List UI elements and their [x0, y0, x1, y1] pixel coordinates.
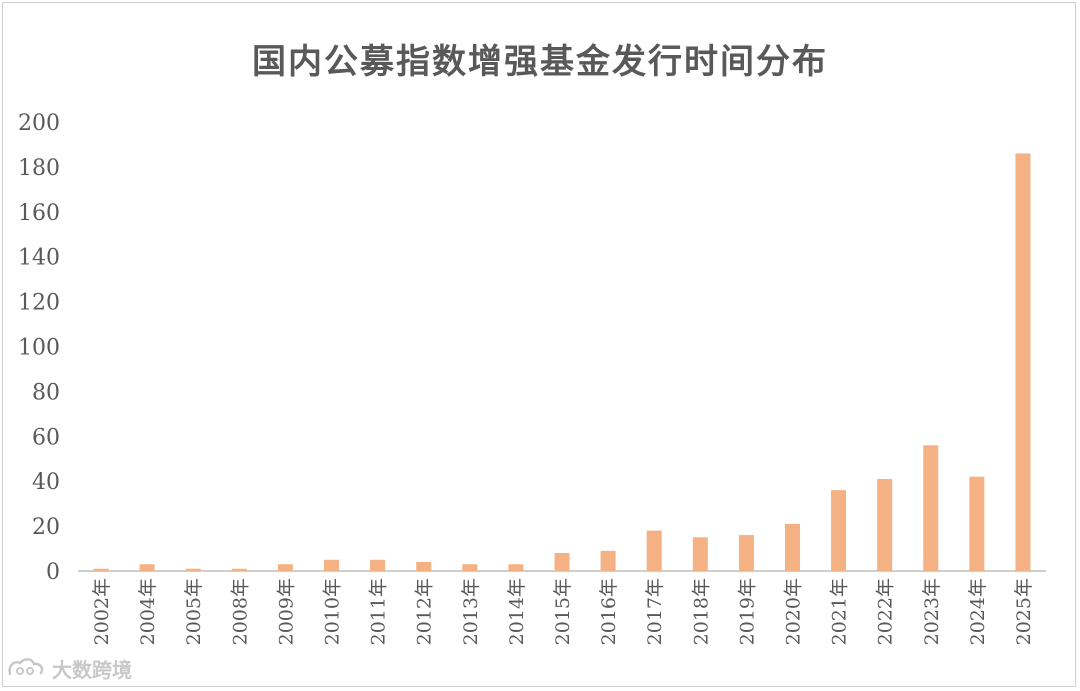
- bar: [923, 445, 939, 571]
- x-tick-label: 2016年: [598, 578, 620, 645]
- x-tick-label: 2008年: [229, 578, 251, 645]
- x-tick-label: 2019年: [736, 578, 758, 645]
- y-tick-label: 60: [32, 425, 60, 450]
- bar: [370, 559, 386, 571]
- x-tick-label: 2004年: [137, 578, 159, 645]
- y-tick-label: 200: [18, 111, 60, 136]
- watermark-text: 大数跨境: [52, 657, 132, 682]
- y-tick-label: 140: [18, 246, 60, 271]
- y-tick-label: 20: [32, 515, 60, 540]
- x-tick-label: 2010年: [322, 578, 344, 645]
- bar: [185, 568, 201, 571]
- bar: [554, 553, 570, 571]
- x-tick-label: 2002年: [91, 578, 113, 645]
- bar: [508, 564, 524, 571]
- x-tick-label: 2024年: [967, 578, 989, 645]
- bar: [877, 478, 893, 571]
- datajingjing-logo-icon: [8, 658, 44, 676]
- bar: [231, 568, 247, 571]
- x-tick-label: 2023年: [921, 578, 943, 645]
- bar: [692, 537, 708, 571]
- bar: [600, 550, 616, 571]
- bar: [93, 568, 109, 571]
- x-tick-label: 2020年: [782, 578, 804, 645]
- x-tick-label: 2009年: [275, 578, 297, 645]
- x-tick-label: 2022年: [875, 578, 897, 645]
- bar: [784, 523, 800, 571]
- bar: [646, 530, 662, 571]
- x-tick-label: 2013年: [460, 578, 482, 645]
- y-tick-label: 160: [18, 201, 60, 226]
- x-tick-label: 2021年: [829, 578, 851, 645]
- x-tick-label: 2012年: [414, 578, 436, 645]
- x-tick-label: 2015年: [552, 578, 574, 645]
- y-tick-label: 180: [18, 156, 60, 181]
- chart-title: 国内公募指数增强基金发行时间分布: [252, 42, 828, 82]
- bar: [416, 562, 432, 571]
- y-tick-label: 40: [32, 470, 60, 495]
- y-tick-label: 80: [32, 380, 60, 405]
- bar: [462, 564, 478, 571]
- x-tick-label: 2014年: [506, 578, 528, 645]
- bar: [324, 559, 340, 571]
- watermark: 大数跨境: [6, 652, 132, 684]
- x-tick-label: 2005年: [183, 578, 205, 645]
- x-tick-label: 2011年: [368, 578, 390, 645]
- bar: [831, 490, 847, 571]
- x-tick-label: 2025年: [1013, 578, 1035, 645]
- bar: [738, 535, 754, 571]
- bar: [139, 564, 155, 571]
- y-tick-label: 100: [18, 336, 60, 361]
- x-tick-label: 2018年: [690, 578, 712, 645]
- y-tick-label: 120: [18, 291, 60, 316]
- bar: [969, 476, 985, 571]
- y-tick-label: 0: [46, 560, 60, 585]
- x-tick-label: 2017年: [644, 578, 666, 645]
- bar: [277, 564, 293, 571]
- bar: [1015, 153, 1031, 571]
